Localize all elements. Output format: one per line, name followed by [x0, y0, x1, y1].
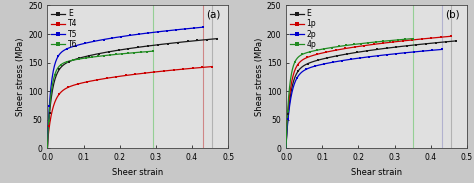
Text: (a): (a) — [207, 10, 221, 20]
Legend: E, T4, T5, T6: E, T4, T5, T6 — [50, 8, 79, 50]
Y-axis label: Shear stress (MPa): Shear stress (MPa) — [255, 38, 264, 116]
Text: (b): (b) — [445, 10, 460, 20]
X-axis label: Sheer strain: Sheer strain — [112, 168, 164, 177]
X-axis label: Shear strain: Shear strain — [351, 168, 402, 177]
Legend: E, 1p, 2p, 4p: E, 1p, 2p, 4p — [288, 8, 318, 50]
Y-axis label: Sheer stress (MPa): Sheer stress (MPa) — [16, 38, 25, 116]
